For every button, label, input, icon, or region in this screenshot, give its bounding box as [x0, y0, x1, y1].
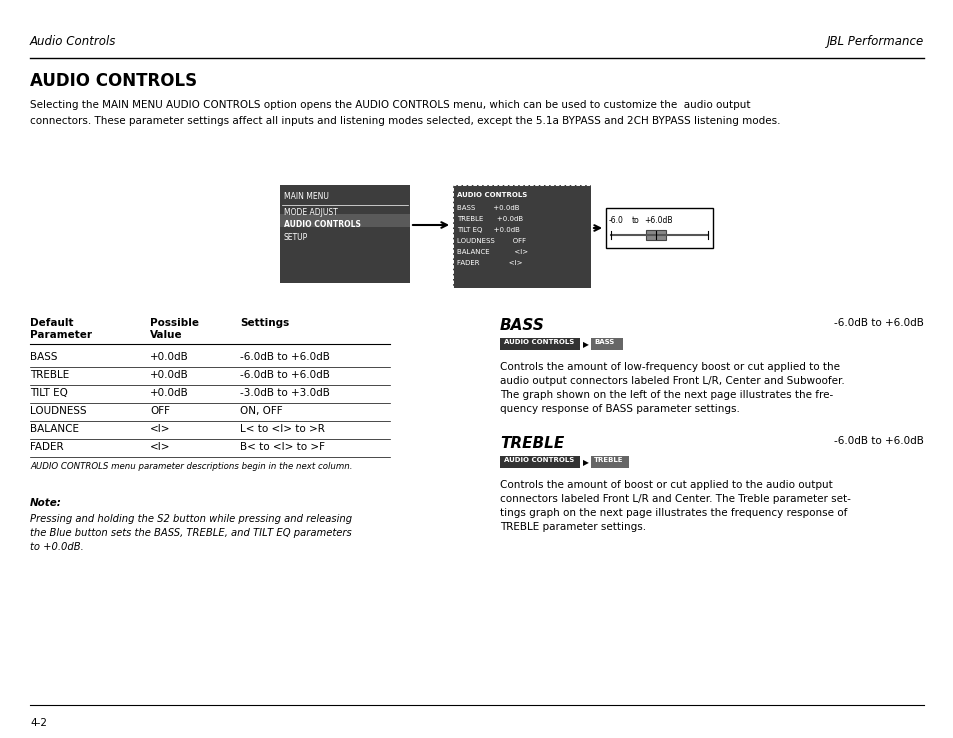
Text: Settings: Settings — [240, 318, 289, 328]
Text: -6.0dB to +6.0dB: -6.0dB to +6.0dB — [240, 370, 330, 380]
Text: 4-2: 4-2 — [30, 718, 47, 728]
Text: TILT EQ     +0.0dB: TILT EQ +0.0dB — [456, 227, 519, 233]
Text: BALANCE           <l>: BALANCE <l> — [456, 249, 528, 255]
Bar — [605, 208, 712, 248]
Text: AUDIO CONTROLS: AUDIO CONTROLS — [503, 457, 574, 463]
Bar — [499, 338, 579, 350]
Text: Selecting the MAIN MENU AUDIO CONTROLS option opens the AUDIO CONTROLS menu, whi: Selecting the MAIN MENU AUDIO CONTROLS o… — [30, 100, 750, 110]
Text: BASS        +0.0dB: BASS +0.0dB — [456, 205, 519, 211]
Text: -3.0dB to +3.0dB: -3.0dB to +3.0dB — [240, 388, 330, 398]
Bar — [645, 230, 665, 240]
Text: BASS: BASS — [30, 352, 57, 362]
Text: <l>: <l> — [150, 442, 171, 452]
Text: L< to <l> to >R: L< to <l> to >R — [240, 424, 325, 434]
Text: TREBLE: TREBLE — [594, 457, 623, 463]
Text: connectors. These parameter settings affect all inputs and listening modes selec: connectors. These parameter settings aff… — [30, 116, 780, 126]
Bar — [590, 456, 628, 468]
Text: TILT EQ: TILT EQ — [30, 388, 68, 398]
Text: AUDIO CONTROLS: AUDIO CONTROLS — [284, 220, 360, 229]
Text: SETUP: SETUP — [284, 233, 308, 242]
Text: -6.0dB to +6.0dB: -6.0dB to +6.0dB — [833, 318, 923, 328]
Bar — [453, 185, 590, 288]
Text: Possible
Value: Possible Value — [150, 318, 199, 340]
Text: +0.0dB: +0.0dB — [150, 388, 189, 398]
Text: AUDIO CONTROLS: AUDIO CONTROLS — [30, 72, 197, 90]
Text: TREBLE: TREBLE — [499, 436, 563, 451]
Text: Audio Controls: Audio Controls — [30, 35, 116, 48]
Text: -6.0: -6.0 — [608, 216, 623, 225]
Text: ▶: ▶ — [582, 340, 588, 349]
Text: MAIN MENU: MAIN MENU — [284, 192, 329, 201]
Text: OFF: OFF — [150, 406, 170, 416]
Bar — [280, 185, 410, 283]
Text: AUDIO CONTROLS: AUDIO CONTROLS — [503, 339, 574, 345]
Text: LOUDNESS        OFF: LOUDNESS OFF — [456, 238, 525, 244]
Text: +6.0dB: +6.0dB — [643, 216, 672, 225]
Text: AUDIO CONTROLS: AUDIO CONTROLS — [456, 192, 527, 198]
Text: -6.0dB to +6.0dB: -6.0dB to +6.0dB — [240, 352, 330, 362]
Bar — [453, 185, 590, 288]
Bar — [590, 338, 622, 350]
Bar — [280, 214, 410, 227]
Text: Pressing and holding the S2 button while pressing and releasing
the Blue button : Pressing and holding the S2 button while… — [30, 514, 352, 552]
Text: Controls the amount of boost or cut applied to the audio output
connectors label: Controls the amount of boost or cut appl… — [499, 480, 850, 532]
Text: to: to — [631, 216, 639, 225]
Text: FADER             <l>: FADER <l> — [456, 260, 522, 266]
Text: Controls the amount of low-frequency boost or cut applied to the
audio output co: Controls the amount of low-frequency boo… — [499, 362, 843, 414]
Text: JBL Performance: JBL Performance — [826, 35, 923, 48]
Text: FADER: FADER — [30, 442, 64, 452]
Text: <l>: <l> — [150, 424, 171, 434]
Text: Note:: Note: — [30, 498, 62, 508]
Text: TREBLE      +0.0dB: TREBLE +0.0dB — [456, 216, 522, 222]
Text: BALANCE: BALANCE — [30, 424, 79, 434]
Text: +0.0dB: +0.0dB — [150, 370, 189, 380]
Text: BASS: BASS — [499, 318, 544, 333]
Text: LOUDNESS: LOUDNESS — [30, 406, 87, 416]
Text: ON, OFF: ON, OFF — [240, 406, 282, 416]
Text: B< to <l> to >F: B< to <l> to >F — [240, 442, 325, 452]
Text: MODE ADJUST: MODE ADJUST — [284, 208, 337, 217]
Text: -6.0dB to +6.0dB: -6.0dB to +6.0dB — [833, 436, 923, 446]
Text: +0.0dB: +0.0dB — [150, 352, 189, 362]
Text: Default
Parameter: Default Parameter — [30, 318, 91, 340]
Bar — [499, 456, 579, 468]
Text: BASS: BASS — [594, 339, 614, 345]
Text: AUDIO CONTROLS menu parameter descriptions begin in the next column.: AUDIO CONTROLS menu parameter descriptio… — [30, 462, 352, 471]
Text: TREBLE: TREBLE — [30, 370, 70, 380]
Text: ▶: ▶ — [582, 458, 588, 467]
